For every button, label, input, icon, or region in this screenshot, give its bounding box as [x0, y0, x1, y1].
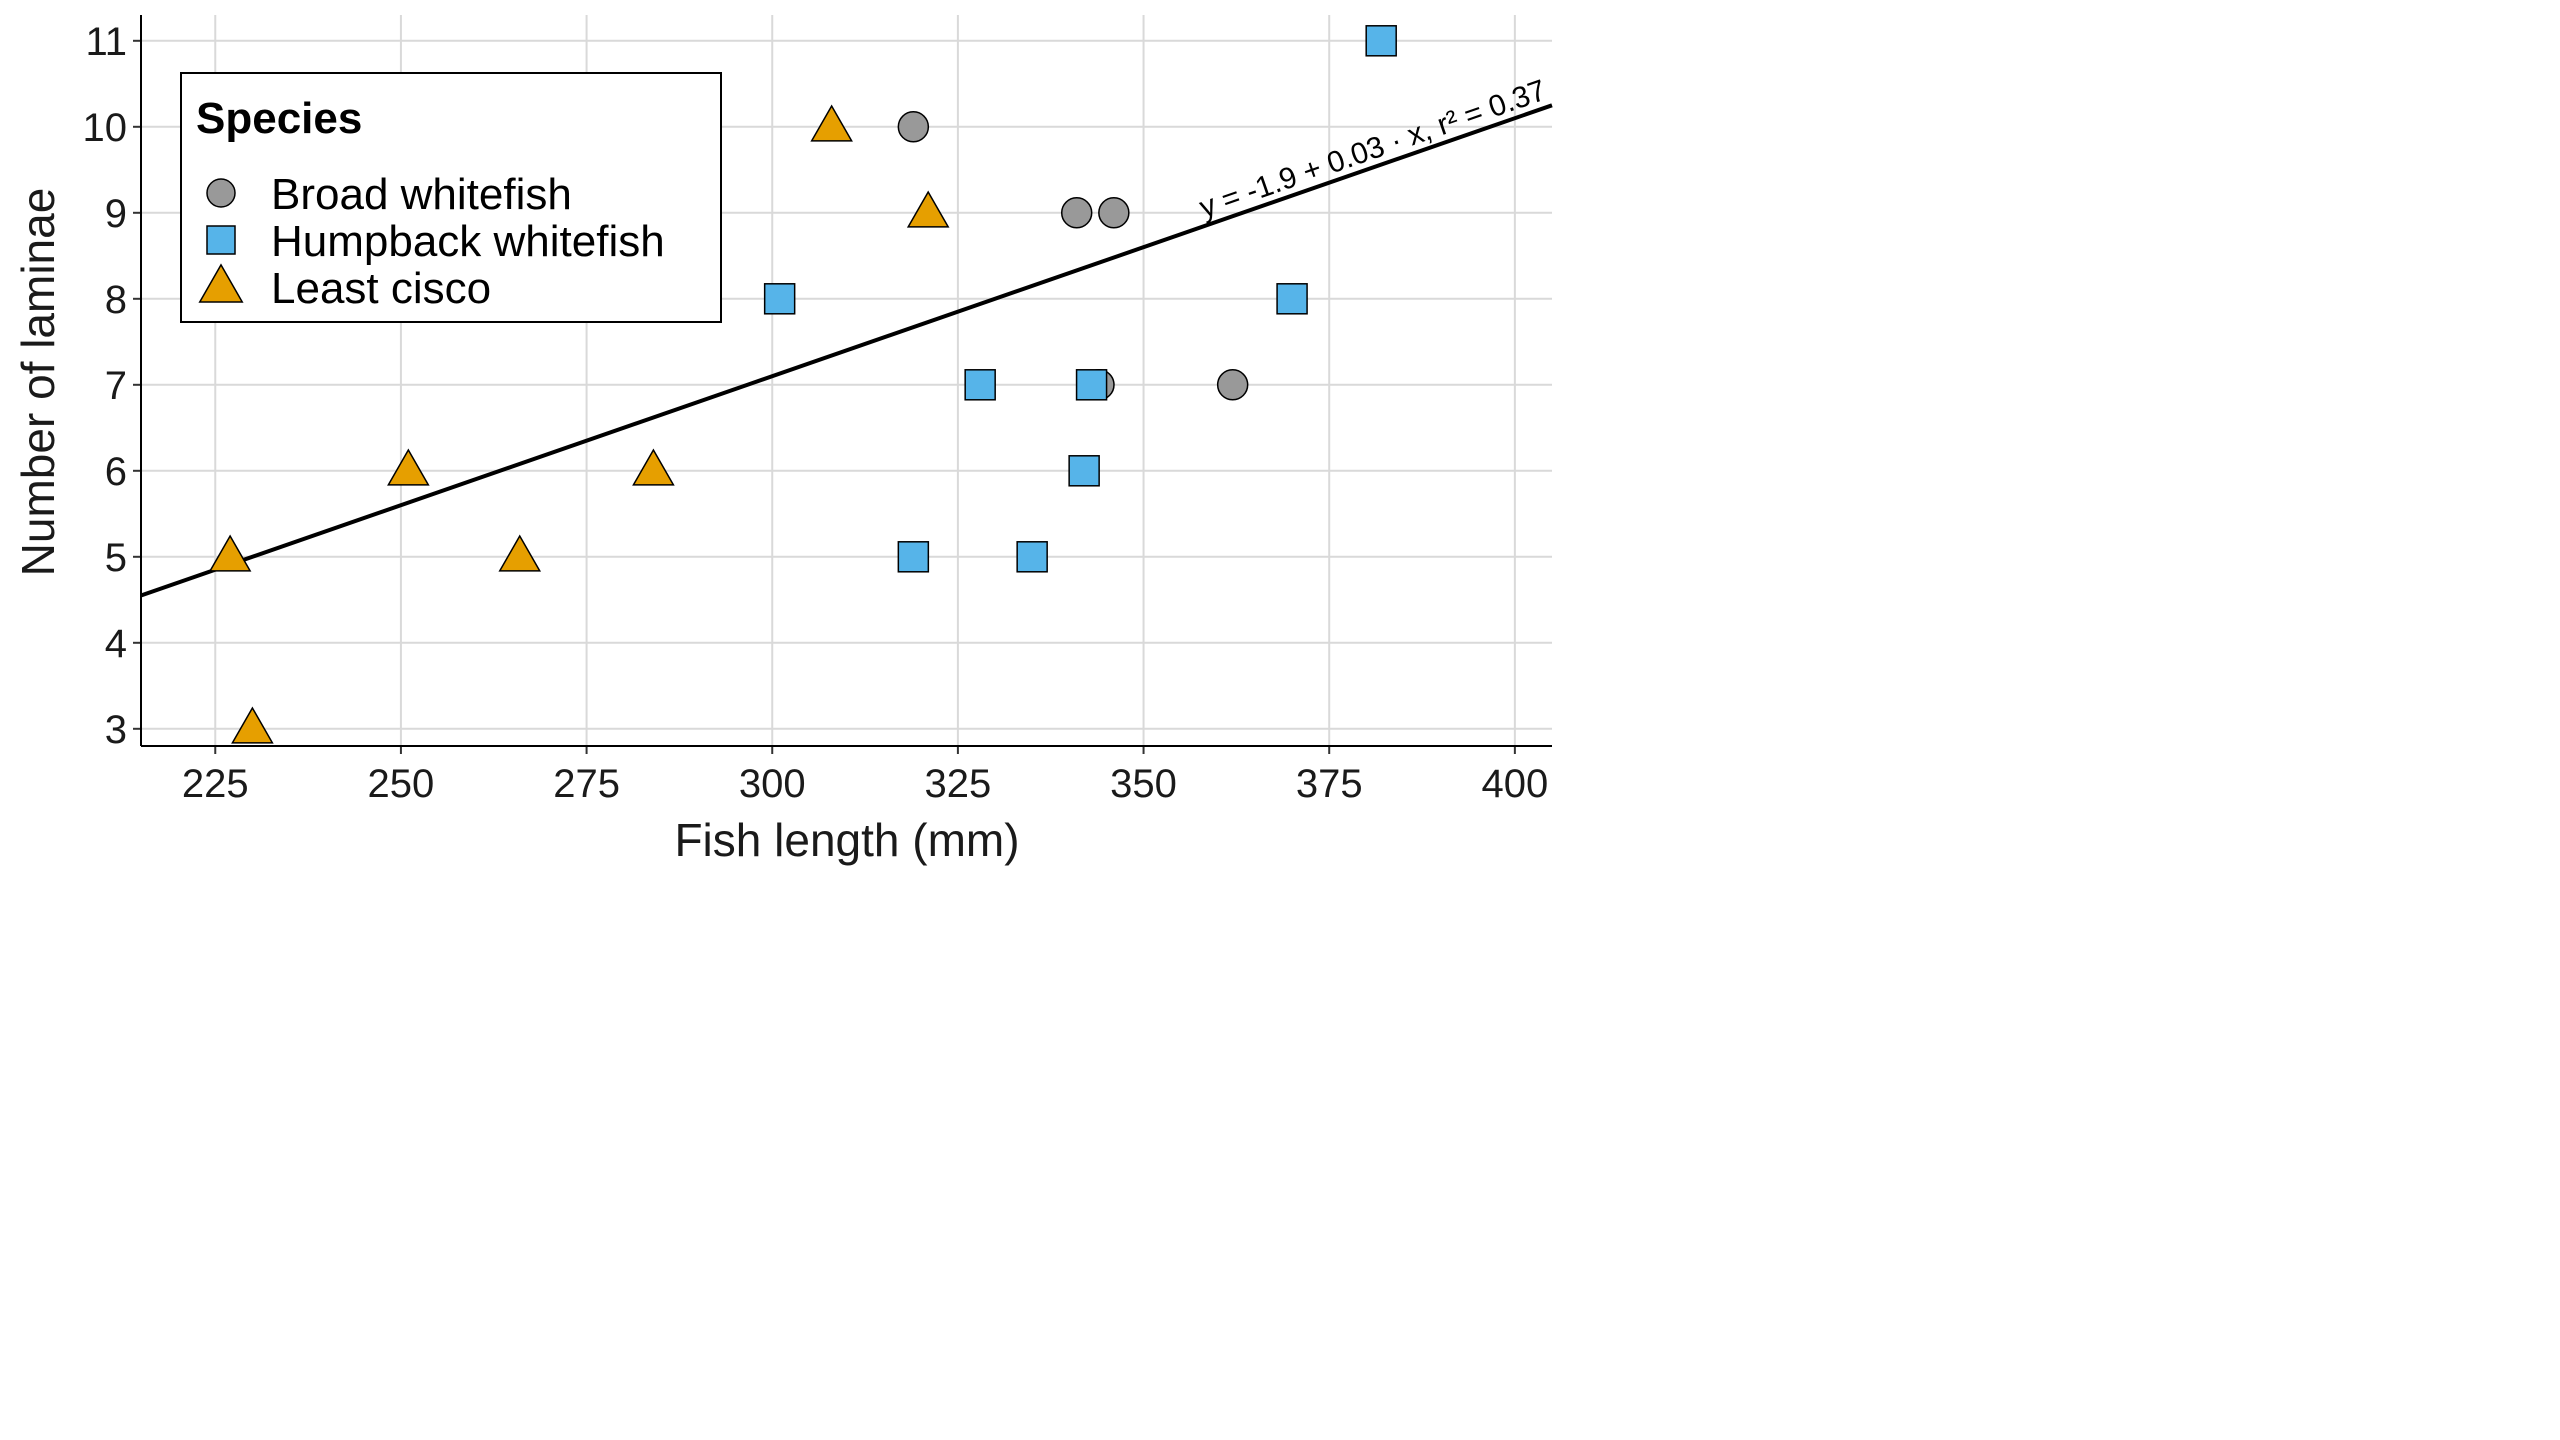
x-tick-label: 400	[1481, 762, 1548, 806]
y-axis-label: Number of laminae	[12, 188, 64, 577]
series-triangle	[208, 104, 950, 744]
x-tick-label: 325	[925, 762, 992, 806]
series-circle	[897, 111, 1249, 401]
y-tick-label: 4	[105, 622, 127, 666]
series-square	[763, 25, 1397, 573]
data-point-triangle	[387, 448, 430, 486]
data-point-square	[897, 541, 930, 573]
y-tick-label: 6	[105, 450, 127, 494]
data-point-square	[1016, 541, 1048, 573]
x-tick-label: 375	[1296, 762, 1363, 806]
y-tick-label: 9	[105, 192, 127, 236]
data-point-triangle	[498, 534, 542, 572]
regression-line	[140, 103, 1553, 598]
legend-label: Least cisco	[271, 264, 491, 313]
data-point-square	[1276, 283, 1308, 315]
legend-title: Species	[196, 94, 362, 143]
data-point-triangle	[810, 104, 853, 142]
axes	[133, 15, 1552, 754]
grid-lines	[141, 15, 1552, 746]
tick-labels: 225 250 275 300 325 350 375 400 3 4 5 6 7 8 9 10 11	[83, 20, 1549, 806]
y-tick-label: 10	[83, 106, 128, 150]
data-point-triangle	[906, 190, 950, 228]
y-tick-label: 5	[105, 536, 127, 580]
data-point-square	[1075, 369, 1108, 401]
x-tick-label: 225	[182, 762, 249, 806]
data-point-circle	[897, 111, 930, 143]
x-tick-label: 275	[553, 762, 620, 806]
legend-box	[180, 72, 722, 323]
legend-label: Broad whitefish	[271, 170, 572, 219]
data-point-circle	[1098, 197, 1130, 229]
data-point-circle	[1060, 197, 1093, 229]
data-point-circle	[1216, 369, 1249, 401]
legend-key-triangle	[198, 263, 244, 303]
data-point-square	[763, 283, 796, 315]
x-tick-label: 350	[1110, 762, 1177, 806]
y-tick-label: 7	[105, 364, 127, 408]
data-point-square	[1365, 25, 1397, 57]
data-point-square	[1068, 455, 1100, 487]
y-tick-label: 8	[105, 278, 127, 322]
x-axis-label: Fish length (mm)	[674, 814, 1019, 866]
legend-label: Humpback whitefish	[271, 217, 665, 266]
data-points	[208, 25, 1397, 744]
legend-key-square	[206, 225, 236, 255]
legend-key-circle	[206, 178, 236, 208]
trendline	[140, 103, 1553, 598]
y-tick-label: 3	[105, 708, 127, 752]
data-point-triangle	[208, 534, 252, 572]
x-tick-label: 250	[368, 762, 435, 806]
y-tick-label: 11	[85, 20, 127, 64]
data-point-square	[964, 369, 996, 401]
data-point-triangle	[632, 448, 675, 486]
scatter-chart: 225 250 275 300 325 350 375 400 3 4 5 6 7 8 9 10 11 Fish…	[12, 15, 1553, 866]
x-tick-label: 300	[739, 762, 806, 806]
data-point-triangle	[231, 706, 274, 744]
regression-equation: y = -1.9 + 0.03 · x, r² = 0.37	[1195, 74, 1550, 225]
